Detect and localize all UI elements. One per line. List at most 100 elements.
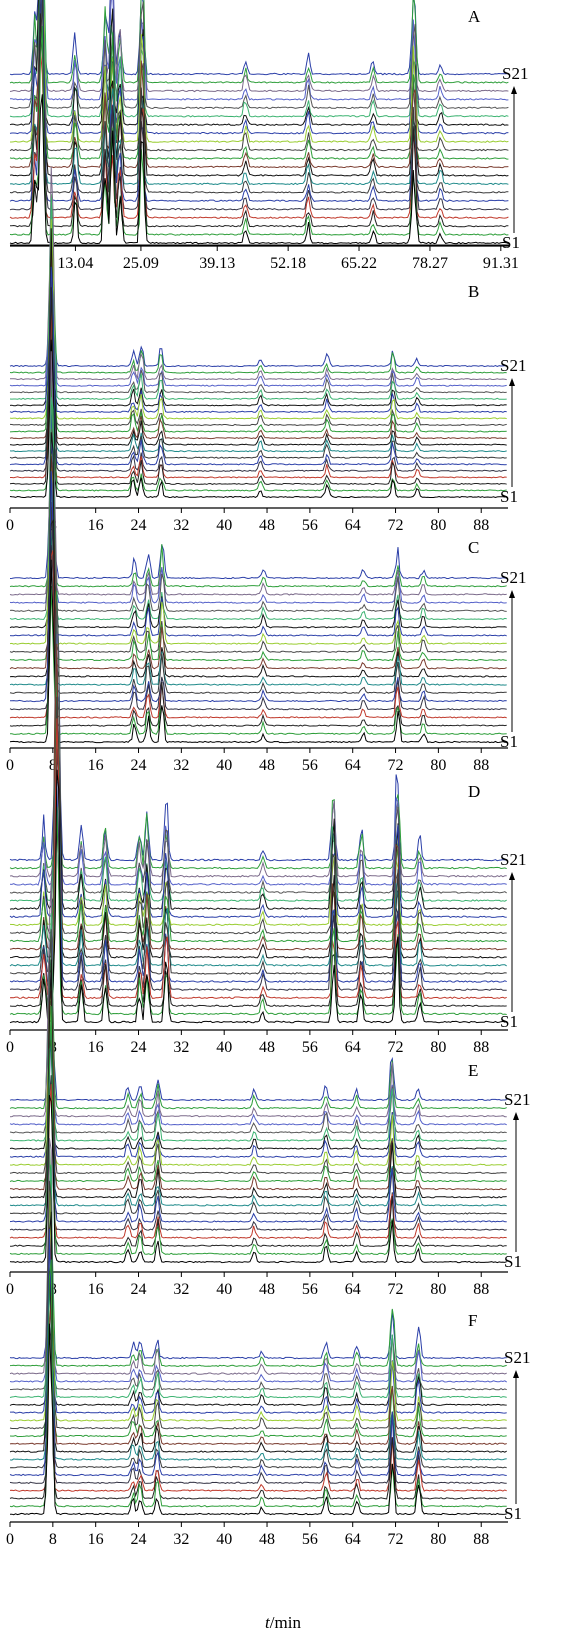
series-trace-B-17 — [9, 212, 507, 394]
series-trace-B-4 — [10, 305, 507, 479]
x-tick-label-D-9: 72 — [388, 1039, 404, 1056]
arrow-head-B — [509, 378, 515, 386]
series-trace-A-2 — [9, 25, 509, 236]
series-trace-C-10 — [9, 456, 507, 670]
x-tick-label-E-11: 88 — [473, 1281, 489, 1298]
sample-label-top-B: S21 — [500, 356, 526, 375]
series-trace-F-4 — [9, 1296, 507, 1492]
series-trace-F-8 — [9, 1281, 507, 1461]
x-tick-label-C-2: 16 — [88, 757, 104, 774]
series-trace-C-16 — [9, 397, 507, 621]
x-tick-label-D-3: 24 — [131, 1039, 147, 1056]
series-trace-A-10 — [9, 0, 509, 169]
sample-label-top-F: S21 — [504, 1348, 530, 1367]
x-tick-label-C-9: 72 — [388, 757, 404, 774]
x-tick-label-F-8: 64 — [345, 1531, 361, 1548]
x-tick-label-D-8: 64 — [345, 1039, 361, 1056]
series-trace-A-11 — [9, 0, 509, 160]
series-trace-B-7 — [9, 281, 507, 459]
series-trace-B-19 — [9, 166, 507, 381]
series-trace-F-9 — [9, 1211, 507, 1453]
panel-letter-F: F — [468, 1311, 477, 1330]
sample-label-bottom-D: S1 — [500, 1012, 518, 1031]
series-trace-E-14 — [9, 968, 507, 1158]
series-trace-F-7 — [9, 1275, 507, 1469]
x-tick-label-F-11: 88 — [473, 1531, 489, 1548]
series-trace-D-2 — [9, 806, 507, 1016]
series-trace-D-13 — [9, 742, 507, 927]
series-trace-E-4 — [9, 1084, 507, 1239]
series-trace-B-12 — [9, 291, 507, 427]
series-trace-A-16 — [9, 0, 509, 118]
x-tick-label-C-8: 64 — [345, 757, 361, 774]
x-tick-label-C-4: 32 — [173, 757, 189, 774]
x-tick-label-B-0: 0 — [6, 517, 14, 534]
series-trace-D-4 — [9, 718, 507, 1000]
series-trace-E-7 — [9, 1017, 507, 1215]
series-trace-F-11 — [9, 1250, 507, 1438]
x-tick-label-F-5: 40 — [216, 1531, 232, 1548]
series-trace-B-3 — [9, 287, 507, 485]
series-trace-E-11 — [9, 1032, 507, 1183]
x-tick-label-F-4: 32 — [173, 1531, 189, 1548]
series-trace-E-8 — [9, 1048, 507, 1207]
series-trace-D-21 — [9, 596, 507, 862]
x-tick-label-E-9: 72 — [388, 1281, 404, 1298]
series-trace-D-9 — [9, 741, 507, 959]
x-tick-label-B-7: 56 — [302, 517, 318, 534]
series-trace-C-8 — [9, 532, 507, 686]
series-trace-F-18 — [9, 1205, 507, 1383]
series-trace-D-5 — [9, 748, 507, 991]
series-trace-A-12 — [9, 0, 509, 152]
x-tick-label-C-6: 48 — [259, 757, 275, 774]
arrow-head-E — [513, 1112, 519, 1120]
series-trace-D-3 — [9, 814, 507, 1008]
series-trace-F-12 — [9, 1180, 507, 1430]
series-trace-D-10 — [9, 643, 507, 951]
series-trace-C-19 — [9, 351, 507, 596]
series-trace-B-11 — [9, 277, 507, 433]
x-tick-label-F-7: 56 — [302, 1531, 318, 1548]
series-trace-E-21 — [9, 922, 507, 1102]
x-tick-label-E-4: 32 — [173, 1281, 189, 1298]
series-trace-F-15 — [9, 1238, 507, 1407]
x-tick-label-B-11: 88 — [473, 517, 489, 534]
series-trace-A-20 — [9, 0, 509, 84]
series-trace-D-14 — [9, 662, 507, 919]
series-trace-B-20 — [9, 194, 507, 374]
series-trace-B-15 — [9, 266, 507, 407]
x-tick-label-C-1: 8 — [49, 757, 57, 774]
series-trace-B-2 — [9, 359, 507, 492]
series-trace-E-16 — [9, 913, 507, 1142]
x-tick-label-B-8: 64 — [345, 517, 361, 534]
series-trace-F-19 — [9, 1138, 507, 1375]
series-trace-B-13 — [9, 219, 507, 420]
series-trace-C-6 — [10, 471, 507, 703]
series-trace-A-3 — [10, 13, 509, 228]
series-trace-A-19 — [9, 0, 509, 93]
series-trace-F-13 — [9, 1184, 507, 1422]
series-trace-E-13 — [9, 971, 507, 1166]
x-tick-label-C-10: 80 — [430, 757, 446, 774]
series-trace-D-1 — [9, 769, 507, 1024]
series-trace-A-7 — [9, 0, 509, 194]
series-trace-B-10 — [9, 252, 507, 440]
sample-label-top-E: S21 — [504, 1090, 530, 1109]
x-tick-label-E-3: 24 — [131, 1281, 147, 1298]
series-trace-D-7 — [9, 696, 507, 975]
x-tick-label-A-6: 91.31 — [483, 255, 519, 272]
series-trace-B-8 — [9, 297, 507, 453]
x-tick-label-E-6: 48 — [259, 1281, 275, 1298]
x-axis-title-italic: t — [265, 1613, 271, 1632]
x-tick-label-B-9: 72 — [388, 517, 404, 534]
x-axis-title-unit: /min — [270, 1613, 302, 1632]
x-tick-label-A-0: 13.04 — [57, 255, 93, 272]
series-trace-C-1 — [9, 559, 507, 744]
series-trace-C-18 — [9, 460, 507, 604]
series-trace-A-5 — [9, 0, 509, 211]
x-tick-label-D-5: 40 — [216, 1039, 232, 1056]
series-trace-B-16 — [9, 198, 507, 400]
chart-panel-A: A 13.04 25.09 39.13 52.18 65.22 78.27 91.31 S21 S… — [9, 0, 528, 272]
